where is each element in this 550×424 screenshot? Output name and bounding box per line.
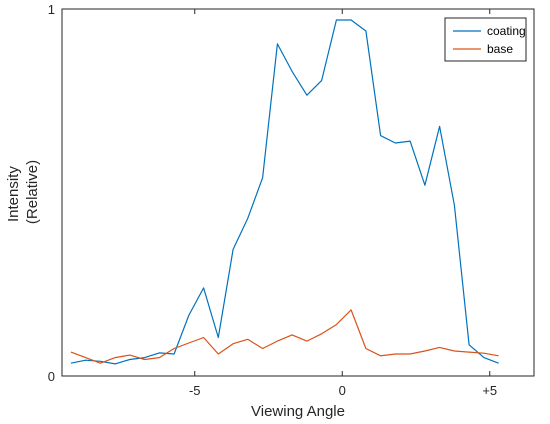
y-axis-label-line-1: Intensity <box>5 166 22 222</box>
y-axis-ticks: 01 <box>48 2 534 384</box>
y-tick-label: 0 <box>48 369 55 384</box>
y-axis-label: Intensity (Relative) <box>5 160 41 224</box>
y-axis-label-line-2: (Relative) <box>24 160 41 224</box>
x-tick-label: 0 <box>339 383 346 398</box>
x-axis-ticks: -5 0 +5 <box>189 9 497 398</box>
legend-label-base: base <box>487 42 513 56</box>
legend-box <box>444 17 527 62</box>
legend: coating base <box>444 17 527 62</box>
x-axis-label: Viewing Angle <box>251 403 345 420</box>
plot-frame <box>61 8 535 377</box>
series-line-coating <box>70 19 499 365</box>
y-tick-label: 1 <box>48 2 55 17</box>
series-line-base <box>70 309 499 364</box>
legend-label-coating: coating <box>487 24 526 38</box>
x-tick-label: +5 <box>482 383 497 398</box>
series-layer <box>70 19 499 365</box>
x-tick-label: -5 <box>189 383 201 398</box>
